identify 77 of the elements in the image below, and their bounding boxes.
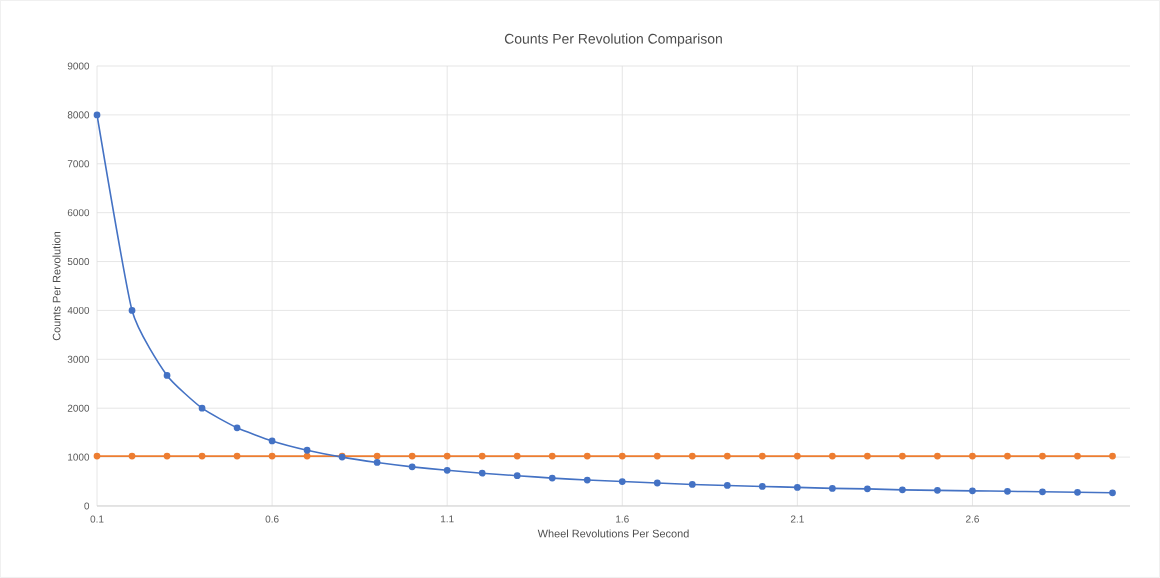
y-tick-label: 8000 [67,111,90,119]
x-tick-label: 1.1 [441,515,454,523]
point [443,466,451,474]
point [864,485,871,493]
point [828,485,836,492]
point [268,437,276,445]
point [1004,452,1011,460]
y-tick-label: 1000 [68,453,90,461]
point [758,483,766,490]
point [198,452,206,460]
point [93,111,101,119]
point [303,446,311,454]
x-tick-label: 1.6 [616,515,629,523]
y-tick-label: 0 [84,502,90,510]
point [1074,488,1081,496]
chart-title: Counts Per Revolution Comparison [504,33,722,47]
point [828,452,836,460]
point [373,459,381,466]
point [688,481,696,488]
point [653,479,661,487]
x-tick-label: 2.6 [966,515,979,523]
point [408,452,416,460]
point [1039,488,1046,496]
point [233,424,241,432]
point [969,487,976,495]
point [548,474,556,482]
point [618,452,626,460]
point [478,452,486,460]
point [233,452,241,460]
point [128,452,136,460]
y-tick-label: 3000 [67,355,90,363]
x-tick-label: 0.1 [90,515,104,523]
point [408,463,416,471]
point [688,452,696,460]
point [373,452,381,460]
y-tick-label: 2000 [67,404,90,412]
point [198,404,206,412]
y-tick-label: 7000 [67,160,90,168]
point [723,482,731,489]
y-tick-label: 4000 [67,306,90,314]
point [934,452,941,460]
point [128,307,136,314]
point [443,452,451,460]
point [1109,452,1116,460]
point [793,452,801,460]
point [548,452,556,460]
point [583,452,591,460]
point [93,452,101,460]
point [618,478,626,485]
point [758,452,766,460]
point [899,452,906,460]
y-tick-label: 9000 [67,62,90,70]
point [513,472,521,480]
point [969,452,976,460]
point [163,452,171,460]
point [478,469,486,477]
y-axis-title: Counts Per Revolution [52,231,61,341]
x-axis-title: Wheel Revolutions Per Second [537,529,689,538]
point [864,452,871,460]
point [723,452,731,460]
point [583,476,591,484]
point [1109,489,1116,497]
y-tick-label: 5000 [67,258,90,266]
point [268,452,276,460]
y-tick-label: 6000 [67,209,90,217]
x-tick-label: 0.6 [265,515,279,523]
point [1074,452,1081,460]
point [934,486,941,494]
x-tick-label: 2.1 [790,515,804,523]
point [653,452,661,460]
point [1039,452,1046,460]
point [513,452,521,460]
point [163,372,171,379]
point [899,486,906,494]
point [1004,487,1011,495]
point [793,484,801,491]
point [303,452,311,460]
